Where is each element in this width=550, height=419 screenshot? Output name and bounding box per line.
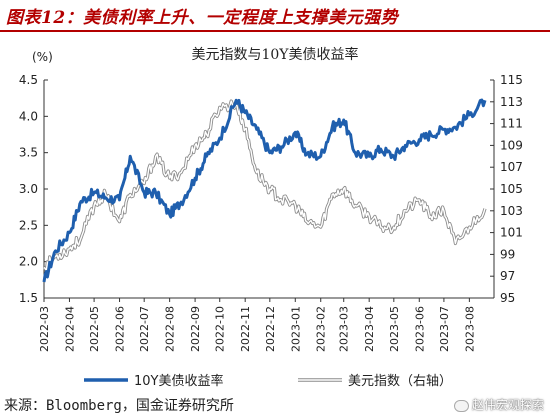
left-tick-label: 3.0 xyxy=(19,182,38,196)
right-tick-label: 95 xyxy=(500,291,515,305)
x-tick-label: 2022-05 xyxy=(88,306,101,352)
right-tick-label: 105 xyxy=(500,182,523,196)
x-tick-label: 2022-07 xyxy=(138,306,151,352)
source-note: 来源：Bloomberg，国金证券研究所 xyxy=(4,398,234,414)
x-tick-label: 2022-12 xyxy=(264,306,277,352)
left-tick-label: 3.5 xyxy=(19,146,38,160)
right-tick-label: 99 xyxy=(500,247,515,261)
chart-title: 美元指数与10Y美债收益率 xyxy=(191,47,359,63)
left-tick-label: 1.5 xyxy=(19,291,38,305)
right-tick-label: 107 xyxy=(500,160,523,174)
series-line xyxy=(42,98,487,283)
x-tick-label: 2022-10 xyxy=(214,306,227,352)
x-tick-label: 2023-03 xyxy=(338,306,351,352)
left-tick-label: 2.5 xyxy=(19,218,38,232)
x-tick-label: 2023-06 xyxy=(413,306,426,352)
right-tick-label: 111 xyxy=(500,117,523,131)
left-tick-label: 2.0 xyxy=(19,255,38,269)
right-tick-label: 115 xyxy=(500,73,523,87)
right-tick-label: 109 xyxy=(500,138,523,152)
right-tick-label: 97 xyxy=(500,269,515,283)
x-tick-label: 2023-05 xyxy=(388,306,401,352)
x-tick-label: 2022-08 xyxy=(164,306,177,352)
title-rule xyxy=(0,30,550,32)
x-tick-label: 2022-03 xyxy=(38,306,51,352)
left-tick-label: 4.5 xyxy=(19,73,38,87)
legend-label: 美元指数（右轴） xyxy=(348,374,452,389)
left-axis-unit-label: (%) xyxy=(32,50,53,64)
left-tick-label: 4.0 xyxy=(19,109,38,123)
x-tick-label: 2023-04 xyxy=(363,306,376,352)
x-tick-label: 2023-01 xyxy=(289,306,302,352)
x-tick-label: 2023-07 xyxy=(438,306,451,352)
right-tick-label: 101 xyxy=(500,226,523,240)
series-line xyxy=(43,100,486,272)
right-tick-label: 113 xyxy=(500,95,523,109)
legend-label: 10Y美债收益率 xyxy=(134,373,223,389)
right-tick-label: 103 xyxy=(500,204,523,218)
figure-title: 图表12：美债利率上升、一定程度上支撑美元强势 xyxy=(6,8,399,28)
x-tick-label: 2022-11 xyxy=(239,306,252,352)
x-tick-label: 2023-02 xyxy=(315,306,328,352)
x-tick-label: 2023-08 xyxy=(463,306,476,352)
x-tick-label: 2022-04 xyxy=(63,306,76,352)
x-tick-label: 2022-06 xyxy=(114,306,127,352)
watermark: 赵伟宏观探索 xyxy=(453,396,544,413)
x-tick-label: 2022-09 xyxy=(189,306,202,352)
watermark-text: 赵伟宏观探索 xyxy=(471,398,544,412)
wechat-icon xyxy=(453,399,469,412)
